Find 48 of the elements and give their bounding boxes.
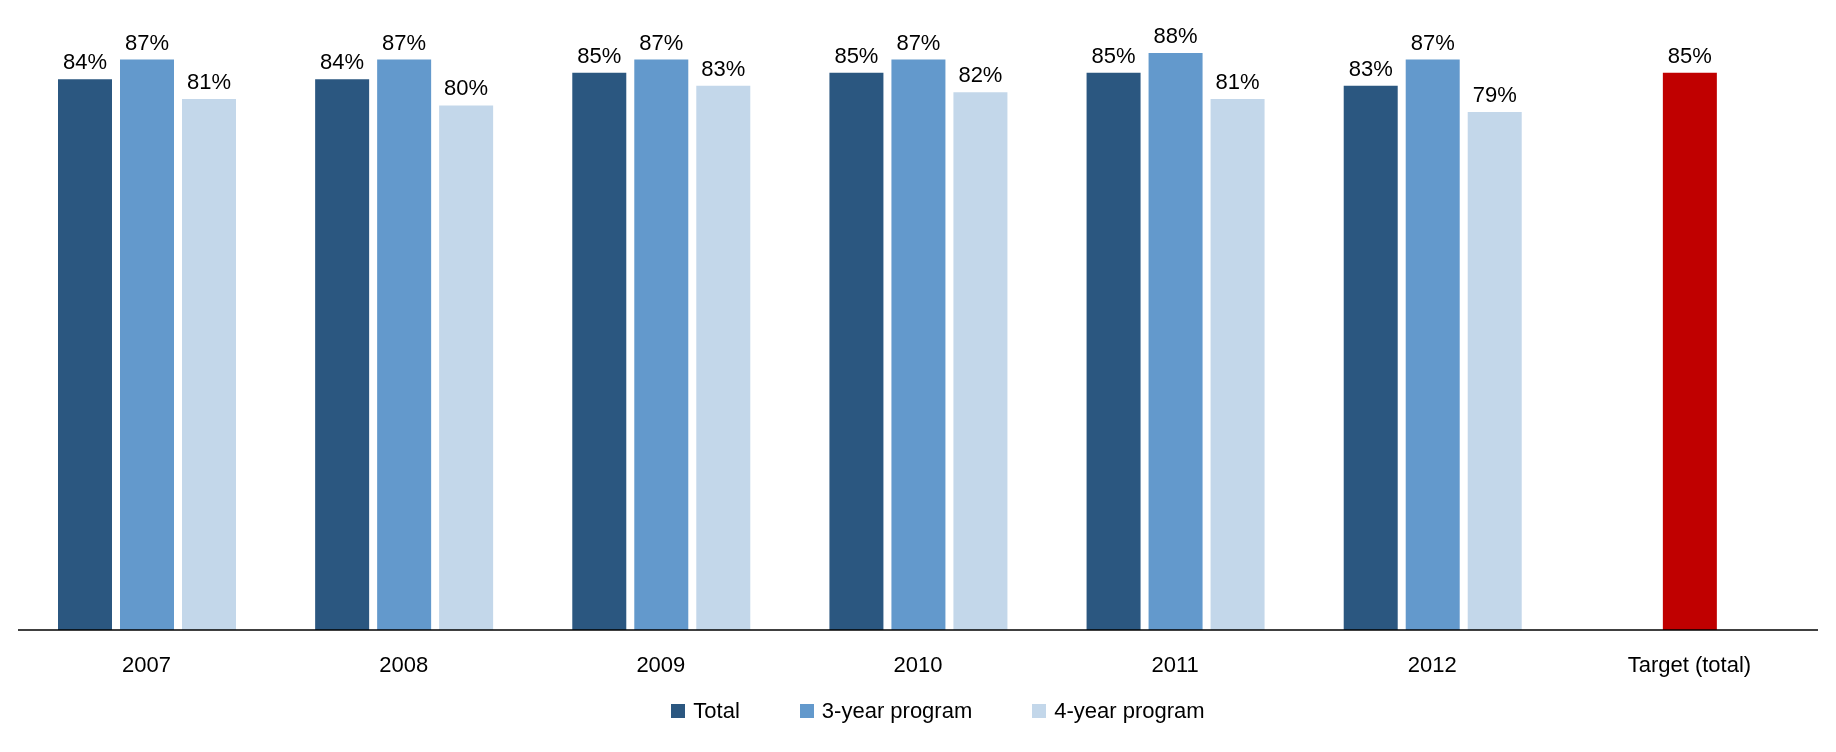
data-label: 85% xyxy=(1091,42,1136,68)
data-label: 83% xyxy=(701,55,746,81)
data-label: 81% xyxy=(1215,68,1260,94)
bar xyxy=(1343,85,1398,630)
x-tick-label: Target (total) xyxy=(1627,651,1752,677)
data-label: 85% xyxy=(1667,42,1712,68)
x-tick-label: 2011 xyxy=(1151,651,1199,677)
data-label: 87% xyxy=(896,29,941,55)
bar xyxy=(634,59,689,630)
bar xyxy=(182,98,236,630)
bar xyxy=(58,79,112,630)
data-label: 87% xyxy=(1410,29,1455,55)
data-label: 81% xyxy=(186,68,232,94)
bar xyxy=(696,85,751,630)
bar xyxy=(1210,98,1265,630)
legend-label: 4-year program xyxy=(1054,698,1205,724)
data-label: 85% xyxy=(577,42,622,68)
bar xyxy=(1662,72,1717,630)
data-label: 87% xyxy=(124,29,170,55)
x-tick-label: 2009 xyxy=(636,651,686,677)
bar xyxy=(1086,72,1141,630)
legend-label: 3-year program xyxy=(821,698,973,724)
data-label: 83% xyxy=(1348,55,1393,81)
data-label: 85% xyxy=(834,42,879,68)
data-label: 79% xyxy=(1472,82,1517,108)
data-label: 88% xyxy=(1153,23,1198,48)
bar xyxy=(1148,53,1203,630)
bar xyxy=(315,79,370,630)
data-label: 87% xyxy=(382,29,427,55)
legend-label: Total xyxy=(693,698,740,724)
data-label: 87% xyxy=(639,29,684,55)
bar xyxy=(120,59,174,630)
bar xyxy=(953,92,1008,630)
data-label: 80% xyxy=(444,75,489,101)
bar xyxy=(1467,112,1522,630)
bar xyxy=(1405,59,1460,630)
bar xyxy=(829,72,884,630)
x-tick-label: 2012 xyxy=(1407,651,1457,677)
data-label: 82% xyxy=(958,62,1003,88)
data-label: 84% xyxy=(320,49,365,75)
x-tick-label: 2010 xyxy=(893,651,943,677)
bar xyxy=(377,59,432,630)
x-tick-label: 2008 xyxy=(379,651,429,677)
data-label: 84% xyxy=(62,49,108,75)
bar xyxy=(439,105,494,630)
bar xyxy=(572,72,627,630)
x-tick-label: 2007 xyxy=(122,651,172,677)
bar xyxy=(891,59,946,630)
